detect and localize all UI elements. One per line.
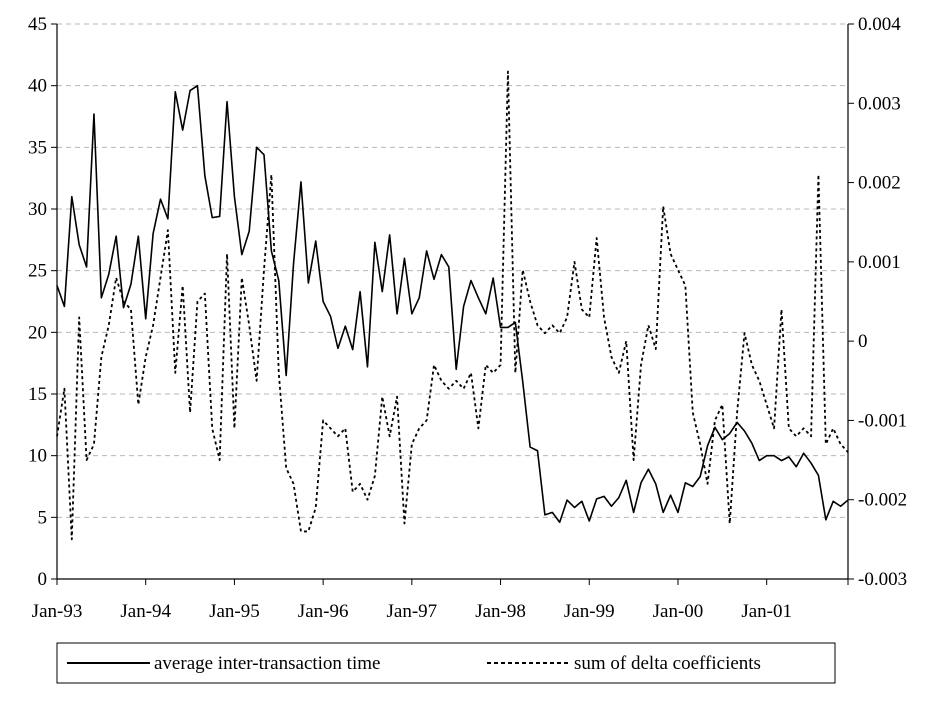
x-tick-label: Jan-96	[298, 601, 349, 622]
y-left-tick-label: 25	[28, 261, 47, 282]
legend-box	[56, 642, 836, 684]
x-tick-label: Jan-00	[653, 601, 704, 622]
y-left-tick-label: 5	[38, 507, 48, 528]
legend-label-series-2: sum of delta coefficients	[574, 653, 761, 674]
y-left-tick-label: 20	[28, 322, 47, 343]
x-tick-label: Jan-97	[387, 601, 438, 622]
y-right-tick-label: 0.003	[858, 93, 901, 114]
y-left-tick-label: 45	[28, 14, 47, 35]
x-tick-label: Jan-95	[209, 601, 260, 622]
y-right-tick-label: 0.004	[858, 14, 901, 35]
y-left-tick-label: 0	[38, 569, 48, 590]
x-tick-label: Jan-01	[741, 601, 792, 622]
axes	[56, 24, 849, 580]
y-right-tick-label: -0.002	[858, 490, 907, 511]
legend: average inter-transaction time sum of de…	[56, 642, 836, 684]
legend-label-series-1: average inter-transaction time	[154, 653, 380, 674]
y-left-tick-label: 15	[28, 384, 47, 405]
x-tick-label: Jan-98	[475, 601, 526, 622]
series-line-2	[56, 70, 849, 541]
series-group	[56, 70, 849, 541]
y-left-tick-label: 30	[28, 199, 47, 220]
series-line-1	[56, 84, 849, 524]
x-axis-ticks: Jan-93 Jan-94 Jan-95 Jan-96 Jan-97 Jan-98 Jan-…	[32, 579, 849, 622]
y-right-tick-label: 0.001	[858, 252, 901, 273]
y-axis-left: 0 5 10 15 20 25 30 35 40 45	[28, 14, 57, 590]
y-left-tick-label: 35	[28, 137, 47, 158]
y-left-tick-label: 40	[28, 76, 47, 97]
y-axis-right: -0.003 -0.002 -0.001 0 0.001 0.002 0.003 0.004	[848, 14, 907, 590]
x-tick-label: Jan-94	[120, 601, 171, 622]
gridlines	[57, 23, 848, 518]
x-tick-label: Jan-99	[564, 601, 615, 622]
x-tick-label: Jan-93	[32, 601, 83, 622]
y-right-tick-label: -0.001	[858, 410, 907, 431]
y-left-tick-label: 10	[28, 446, 47, 467]
y-right-tick-label: 0.002	[858, 173, 901, 194]
y-right-tick-label: -0.003	[858, 569, 907, 590]
y-right-tick-label: 0	[858, 331, 868, 352]
